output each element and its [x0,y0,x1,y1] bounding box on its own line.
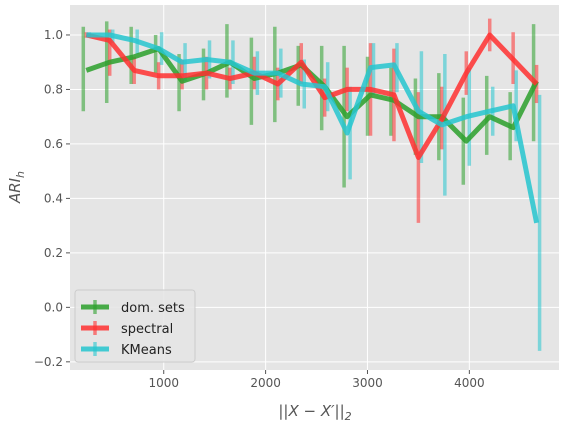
x-tick-label: 4000 [454,376,485,390]
legend-entry-spectral: spectral [81,321,173,337]
tick-labels: 1000 2000 3000 4000 −0.2 0.0 0.2 0.4 0.6 0.8 1.0 [34,28,485,390]
legend-label-kmeans: KMeans [121,343,172,358]
x-axis-label: ||X − X′||2 [278,402,351,421]
legend-label-spectral: spectral [121,322,173,337]
legend-label-dom-sets: dom. sets [121,301,185,316]
y-tick-label: 0.8 [44,82,63,96]
y-tick-label: 0.6 [44,137,63,151]
y-tick-label: 0.0 [44,300,63,314]
x-tick-label: 1000 [148,376,179,390]
y-tick-label: 0.4 [44,191,63,205]
legend: dom. sets spectral KMeans [74,289,196,363]
series-line-spectral [85,32,539,160]
series-line-kmeans [86,32,540,224]
x-tick-label: 2000 [250,376,281,390]
legend-entry-dom-sets: dom. sets [81,300,185,316]
series-lines [85,32,540,224]
y-tick-label: 0.2 [44,246,63,260]
y-axis-label: ARIh [6,171,27,204]
x-tick-label: 3000 [352,376,383,390]
y-tick-label: −0.2 [34,355,63,369]
y-tick-label: 1.0 [44,28,63,42]
legend-entry-kmeans: KMeans [81,342,172,358]
